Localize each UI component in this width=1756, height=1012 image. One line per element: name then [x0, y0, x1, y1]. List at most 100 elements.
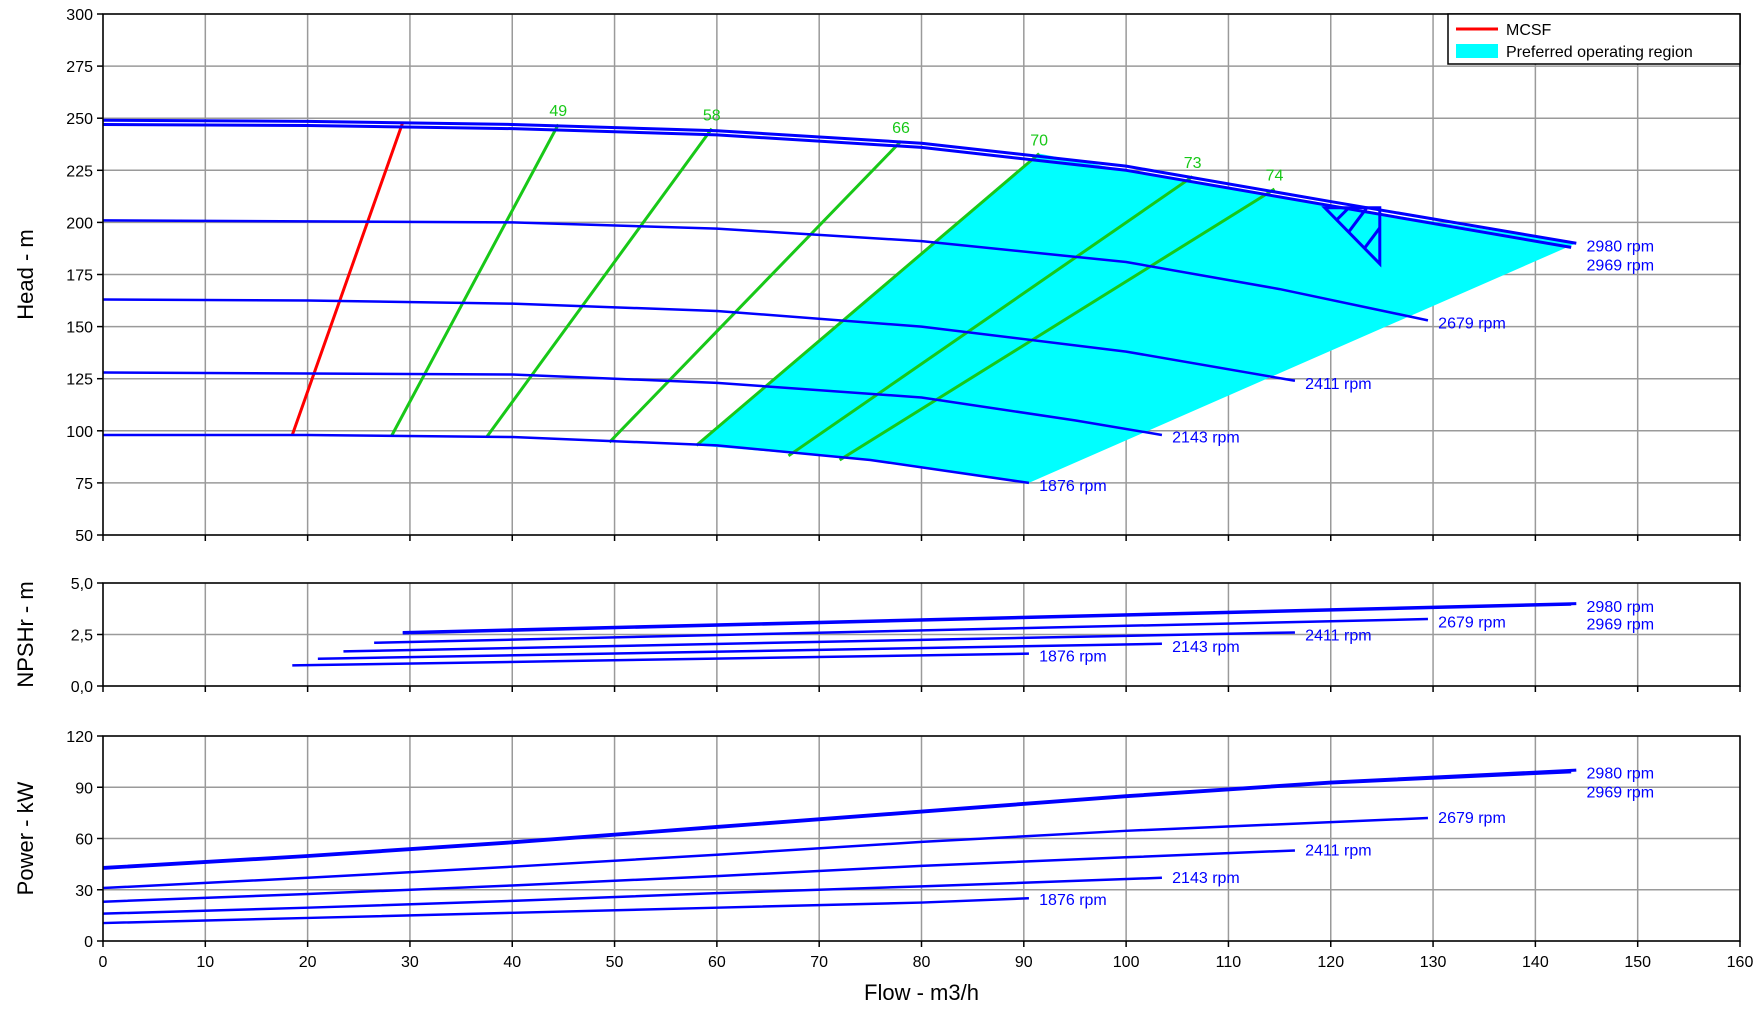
- rpm-label: 2679 rpm: [1438, 316, 1506, 333]
- rpm-label: 2969 rpm: [1587, 257, 1655, 274]
- curve-2143-rpm: [102, 876, 1162, 915]
- rpm-label: 2411 rpm: [1305, 376, 1371, 393]
- rpm-label: 2969 rpm: [1587, 616, 1655, 633]
- x-tick-label: 70: [810, 954, 828, 971]
- curve-2679-rpm: [102, 219, 1429, 322]
- y-tick-label: 175: [66, 268, 93, 285]
- duty-point-triangle: [1321, 206, 1382, 268]
- curve-2969-rpm: [402, 602, 1572, 635]
- rpm-label: 1876 rpm: [1039, 648, 1107, 665]
- x-tick-label: 0: [99, 954, 108, 971]
- rpm-label: 2980 rpm: [1587, 239, 1655, 256]
- efficiency-label-66: 66: [892, 120, 910, 137]
- x-tick-label: 130: [1420, 954, 1447, 971]
- rpm-label: 2143 rpm: [1172, 429, 1240, 446]
- y-tick-label: 275: [66, 59, 93, 76]
- x-tick-label: 140: [1522, 954, 1549, 971]
- x-tick-label: 90: [1015, 954, 1033, 971]
- efficiency-line-73: [787, 175, 1194, 458]
- efficiency-label-70: 70: [1030, 132, 1048, 149]
- y-tick-label: 120: [66, 729, 93, 746]
- x-tick-label: 10: [196, 954, 214, 971]
- y-tick-label: 150: [66, 320, 93, 337]
- rpm-label: 2411 rpm: [1305, 628, 1371, 645]
- rpm-label: 2679 rpm: [1438, 614, 1506, 631]
- legend-swatch-region: [1456, 44, 1498, 58]
- rpm-label: 1876 rpm: [1039, 478, 1107, 495]
- y-tick-label: 60: [75, 832, 93, 849]
- rpm-label: 2679 rpm: [1438, 810, 1506, 827]
- x-tick-label: 40: [503, 954, 521, 971]
- duty-point-marker: [1321, 206, 1382, 268]
- efficiency-label-74: 74: [1266, 168, 1284, 185]
- x-tick-label: 110: [1216, 954, 1242, 971]
- mcsf-line: [290, 121, 405, 436]
- power-panel: 2980 rpm 2969 rpm 2679 rpm 2411 rpm 2143 rpm…: [13, 729, 1753, 1005]
- x-tick-label: 30: [401, 954, 419, 971]
- efficiency-label-49: 49: [549, 103, 567, 120]
- efficiency-line-58: [485, 127, 713, 438]
- rpm-label: 1876 rpm: [1039, 892, 1107, 909]
- y-tick-label: 50: [75, 528, 93, 545]
- rpm-label: 2980 rpm: [1587, 766, 1655, 783]
- efficiency-line-49: [390, 123, 560, 437]
- x-axis-label: Flow - m3/h: [864, 980, 979, 1005]
- curve-2980-rpm: [102, 118, 1577, 245]
- legend: MCSF Preferred operating region: [1447, 13, 1741, 65]
- y-tick-label: 0,0: [71, 679, 93, 696]
- x-tick-label: 50: [606, 954, 624, 971]
- rpm-label: 2969 rpm: [1587, 785, 1655, 802]
- curve-2143-rpm: [317, 642, 1162, 661]
- rpm-label: 2980 rpm: [1587, 599, 1655, 616]
- rpm-label: 2143 rpm: [1172, 870, 1240, 887]
- x-tick-label: 100: [1113, 954, 1140, 971]
- x-tick-label: 80: [913, 954, 931, 971]
- x-tick-label: 20: [299, 954, 317, 971]
- duty-point-hatch: [1347, 206, 1368, 233]
- curve-2411-rpm: [102, 849, 1295, 903]
- efficiency-line-70: [695, 152, 1041, 447]
- x-tick-label: 120: [1317, 954, 1344, 971]
- curve-1876-rpm: [292, 652, 1029, 667]
- curve-2411-rpm: [343, 631, 1295, 653]
- curve-1876-rpm: [102, 897, 1029, 925]
- curve-2969-rpm: [102, 122, 1572, 249]
- curve-2679-rpm: [374, 617, 1428, 644]
- y-tick-label: 0: [84, 934, 93, 951]
- duty-point-hatch: [1335, 206, 1350, 221]
- y-tick-label: 2,5: [71, 628, 93, 645]
- y-tick-label: 30: [75, 883, 93, 900]
- efficiency-line-66: [608, 140, 903, 444]
- y-tick-label: 100: [66, 424, 93, 441]
- y-tick-label: 300: [66, 7, 93, 24]
- efficiency-label-58: 58: [703, 107, 721, 124]
- curve-2969-rpm: [102, 770, 1572, 870]
- rpm-label: 2411 rpm: [1305, 843, 1371, 860]
- curve-2143-rpm: [102, 371, 1163, 437]
- x-tick-label: 150: [1624, 954, 1651, 971]
- efficiency-line-74: [838, 187, 1276, 462]
- y-tick-label: 250: [66, 111, 93, 128]
- y-axis-label: Head - m: [13, 229, 38, 319]
- y-tick-label: 200: [66, 215, 93, 232]
- efficiency-label-73: 73: [1184, 155, 1202, 172]
- x-tick-label: 60: [708, 954, 726, 971]
- y-tick-label: 90: [75, 780, 93, 797]
- y-axis-label: NPSHr - m: [13, 581, 38, 687]
- y-axis-label: Power - kW: [13, 781, 38, 895]
- curve-2411-rpm: [102, 298, 1296, 383]
- duty-point-hatch: [1363, 226, 1381, 249]
- y-tick-label: 125: [66, 372, 93, 389]
- rpm-label: 2143 rpm: [1172, 639, 1240, 656]
- y-tick-label: 5,0: [71, 576, 93, 593]
- legend-label: Preferred operating region: [1506, 44, 1693, 61]
- curve-1876-rpm: [103, 433, 1030, 485]
- y-tick-label: 75: [75, 476, 93, 493]
- y-tick-label: 225: [66, 163, 93, 180]
- preferred-operating-region: [696, 153, 1577, 483]
- curve-2679-rpm: [102, 816, 1428, 890]
